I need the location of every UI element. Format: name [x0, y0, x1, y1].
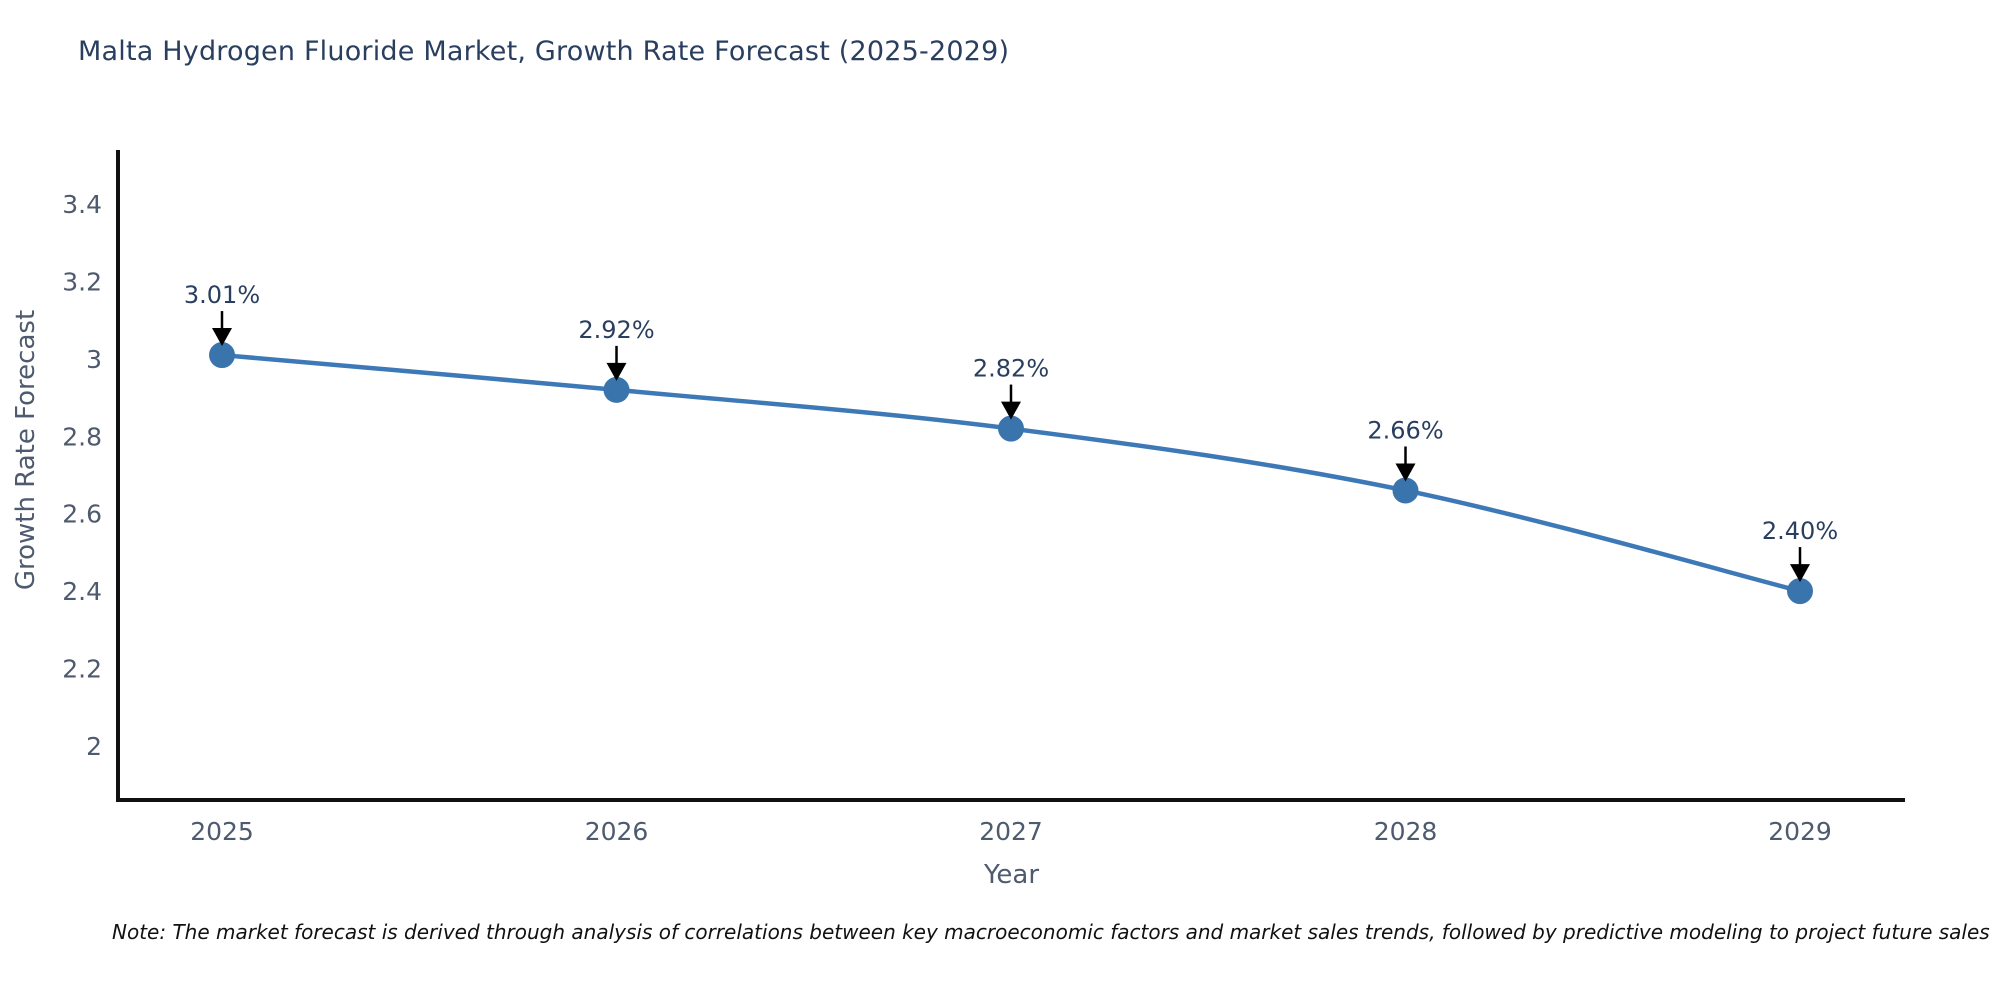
y-tick-label: 2.2 [62, 654, 102, 683]
data-point-marker[interactable] [1392, 477, 1419, 504]
data-point-marker[interactable] [209, 342, 235, 369]
annotation-label: 2.92% [578, 316, 654, 344]
data-point-marker[interactable] [998, 415, 1024, 442]
footnote: Note: The market forecast is derived thr… [112, 920, 1990, 944]
y-tick-label: 2.6 [62, 500, 102, 529]
annotation-arrowhead [212, 328, 232, 347]
y-tick-label: 3.4 [62, 190, 102, 219]
x-tick-label: 2028 [1374, 817, 1438, 846]
annotation-label: 2.66% [1367, 416, 1443, 444]
x-tick-label: 2027 [979, 817, 1043, 846]
annotation-arrowhead [1395, 463, 1416, 482]
y-axis-title-container: Growth Rate Forecast [4, 130, 48, 770]
data-point-marker[interactable] [603, 376, 630, 403]
chart-title: Malta Hydrogen Fluoride Market, Growth R… [78, 36, 1010, 67]
annotation-arrowhead [1001, 401, 1021, 420]
data-point-marker[interactable] [1787, 578, 1813, 605]
y-tick-label: 2 [86, 732, 102, 761]
y-tick-label: 3.2 [62, 268, 102, 297]
x-axis-title: Year [983, 860, 1040, 890]
x-tick-label: 2026 [585, 817, 649, 846]
annotation-label: 2.40% [1762, 517, 1838, 545]
y-tick-label: 2.8 [62, 422, 102, 451]
x-tick-label: 2029 [1768, 817, 1832, 846]
annotation-arrowhead [1790, 564, 1810, 583]
x-tick-label: 2025 [190, 817, 254, 846]
annotation-label: 2.82% [973, 355, 1049, 383]
annotation-label: 3.01% [184, 281, 260, 309]
annotation-arrowhead [606, 362, 627, 381]
y-tick-label: 3 [86, 345, 102, 374]
y-tick-label: 2.4 [62, 577, 102, 606]
y-axis-title: Growth Rate Forecast [11, 309, 41, 591]
